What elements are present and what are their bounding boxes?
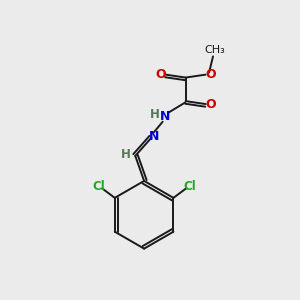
Text: O: O [156,68,166,81]
Text: O: O [205,68,216,81]
Text: N: N [148,130,159,143]
Text: Cl: Cl [92,180,105,193]
Text: CH₃: CH₃ [204,45,225,55]
Text: O: O [205,98,216,111]
Text: H: H [121,148,131,161]
Text: Cl: Cl [183,180,196,193]
Text: H: H [149,108,159,121]
Text: N: N [160,110,170,123]
